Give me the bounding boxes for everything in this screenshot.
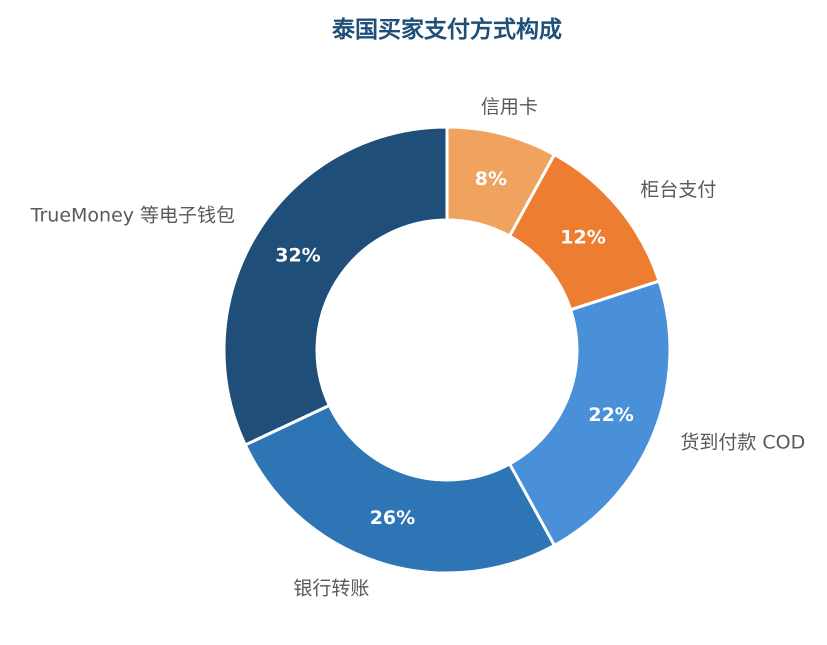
percent-label-2: 12% <box>560 226 605 248</box>
percent-label-5: 32% <box>275 244 320 266</box>
category-label-4: 银行转账 <box>293 578 369 600</box>
donut-slice-3 <box>508 279 672 547</box>
chart-title: 泰国买家支付方式构成 <box>331 16 562 43</box>
percent-label-1: 8% <box>475 168 507 190</box>
category-label-5: TrueMoney 等电子钱包 <box>30 205 235 227</box>
percent-label-4: 26% <box>370 507 415 529</box>
donut-slice-5 <box>222 125 449 447</box>
percent-label-3: 22% <box>588 404 633 426</box>
category-label-2: 柜台支付 <box>640 179 716 201</box>
category-label-3: 货到付款 COD <box>680 431 805 453</box>
category-label-1: 信用卡 <box>481 96 538 118</box>
donut-slice-4 <box>243 403 556 575</box>
donut-slices <box>222 125 672 575</box>
percent-labels: 8% 12% 22% 26% 32% <box>275 168 634 529</box>
